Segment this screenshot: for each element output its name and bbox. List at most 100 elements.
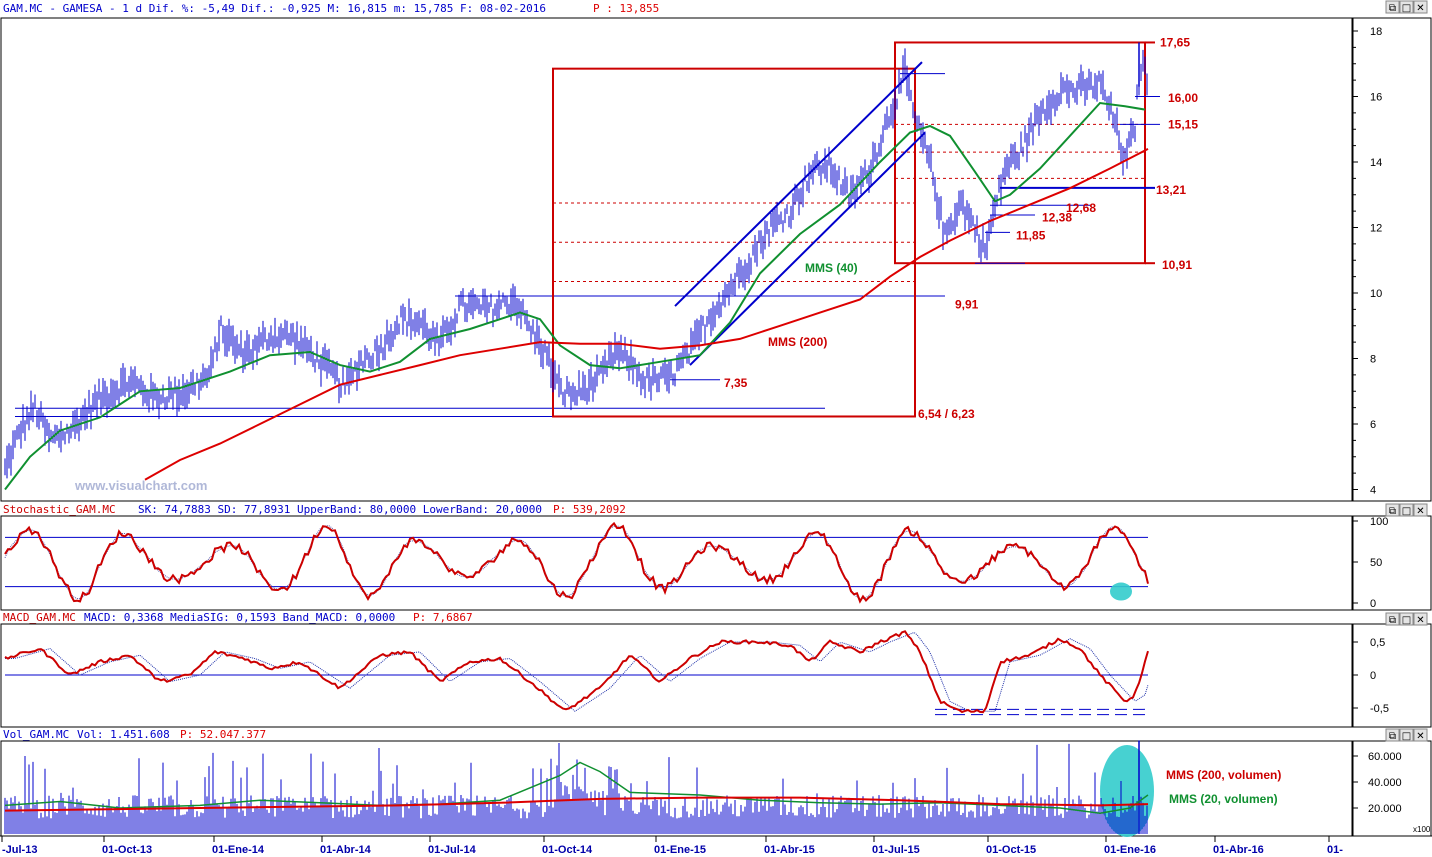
mms40-line	[4, 101, 1146, 491]
macd-line	[4, 630, 1149, 714]
macd-panel-values: MACD: 0,3368 MediaSIG: 0,1593 Band_MACD:…	[84, 611, 395, 624]
volume-panel-axis	[1352, 740, 1432, 837]
stoch-sk-line	[4, 521, 1149, 604]
x-tick-label: -Jul-13	[2, 844, 37, 856]
panel3-close-icon-box	[1413, 612, 1428, 626]
panel4-restore-icon-glyph: ⧉	[1389, 731, 1396, 742]
panel2-close-icon[interactable]: ✕	[1413, 503, 1428, 517]
channel-lower	[689, 131, 926, 366]
panel1-close-icon[interactable]: ✕	[1413, 0, 1428, 14]
panel4-restore-icon-box	[1385, 728, 1400, 742]
macd-panel-p: P: 7,6867	[413, 611, 473, 624]
panel1-restore-icon-glyph: ⧉	[1389, 3, 1396, 14]
panel4-restore-icon[interactable]: ⧉	[1385, 728, 1400, 742]
panel3-close-icon[interactable]: ✕	[1413, 612, 1428, 626]
price-panel-frame	[0, 17, 1353, 502]
panel2-close-icon-glyph: ✕	[1416, 506, 1424, 517]
panel2-maximize-icon[interactable]: □	[1399, 503, 1414, 517]
panel1-restore-icon-box	[1385, 0, 1400, 14]
mms200-label: MMS (200)	[768, 335, 827, 349]
stoch-panel-values: SK: 74,7883 SD: 77,8931 UpperBand: 80,00…	[138, 503, 542, 516]
level-label: 16,00	[1168, 91, 1198, 105]
vol-ytick-label: 20.000	[1368, 803, 1402, 815]
level-label: 7,35	[724, 376, 748, 390]
panel3-restore-icon-glyph: ⧉	[1389, 615, 1396, 626]
panel1-maximize-icon[interactable]: □	[1399, 0, 1414, 14]
x-tick-label: 01-Jul-14	[428, 844, 477, 856]
x-tick-label: 01-Ene-14	[212, 844, 265, 856]
level-label: 13,21	[1156, 183, 1186, 197]
vol-panel-name: Vol_GAM.MC	[3, 728, 69, 741]
panel4-maximize-icon[interactable]: □	[1399, 728, 1414, 742]
x-tick-label: 01-Abr-16	[1213, 844, 1264, 856]
panel1-close-icon-glyph: ✕	[1416, 3, 1424, 14]
panel4-close-icon-box	[1413, 728, 1428, 742]
price-ytick-label: 14	[1370, 157, 1382, 169]
x-tick-label: 01-Ene-15	[654, 844, 706, 856]
vol-unit-label: x100	[1413, 825, 1431, 834]
price-ytick-label: 16	[1370, 92, 1382, 104]
price-ytick-label: 18	[1370, 26, 1382, 38]
level-label: 11,85	[1016, 229, 1046, 243]
price-ytick-label: 8	[1370, 354, 1376, 366]
macd-ytick-label: -0,5	[1370, 703, 1389, 715]
panel4-close-icon[interactable]: ✕	[1413, 728, 1428, 742]
price-panel-title: GAM.MC - GAMESA - 1 d Dif. %: -5,49 Dif.…	[3, 2, 546, 15]
stoch-ytick-label: 0	[1370, 598, 1376, 610]
watermark: www.visualchart.com	[74, 478, 207, 493]
panel4-maximize-icon-glyph: □	[1402, 731, 1411, 742]
panel2-maximize-icon-box	[1399, 503, 1414, 517]
macd-ytick-label: 0,5	[1370, 637, 1385, 649]
level-label: 12,68	[1066, 201, 1096, 215]
level-label: 17,65	[1160, 35, 1190, 49]
panel3-restore-icon[interactable]: ⧉	[1385, 612, 1400, 626]
panel4-close-icon-glyph: ✕	[1416, 731, 1424, 742]
vol-panel-p: P: 52.047.377	[180, 728, 266, 741]
level-label: 6,54 / 6,23	[918, 407, 975, 421]
stoch-highlight	[1110, 582, 1132, 601]
panel2-restore-icon-box	[1385, 503, 1400, 517]
panel1-maximize-icon-glyph: □	[1402, 3, 1411, 14]
stoch-panel-frame	[0, 515, 1353, 611]
macd-signal-line	[5, 631, 1149, 712]
mms200-line	[144, 148, 1149, 481]
panel1-restore-icon[interactable]: ⧉	[1385, 0, 1400, 14]
price-panel-axis	[1352, 17, 1432, 502]
x-tick-label: 01-Oct-15	[986, 844, 1036, 856]
macd-panel-axis	[1352, 623, 1432, 728]
volume-bars	[4, 740, 1148, 834]
vol-ytick-label: 60.000	[1368, 751, 1402, 763]
panel1-maximize-icon-box	[1399, 0, 1414, 14]
level-label: 9,91	[955, 297, 979, 311]
panel2-restore-icon[interactable]: ⧉	[1385, 503, 1400, 517]
stoch-panel-p: P: 539,2092	[553, 503, 626, 516]
price-bars	[4, 42, 1148, 479]
panel3-maximize-icon-glyph: □	[1402, 615, 1411, 626]
stoch-ytick-label: 100	[1370, 516, 1388, 528]
stoch-panel-axis	[1352, 515, 1432, 611]
level-label: 12,38	[1042, 211, 1072, 225]
level-label: 10,91	[1162, 258, 1192, 272]
price-panel-price: P : 13,855	[593, 2, 659, 15]
mms40-label: MMS (40)	[805, 261, 858, 275]
panel2-close-icon-box	[1413, 503, 1428, 517]
x-tick-label: 01-Jul-15	[872, 844, 920, 856]
stoch-panel-name: Stochastic_GAM.MC	[3, 503, 116, 516]
panel2-restore-icon-glyph: ⧉	[1389, 506, 1396, 517]
channel-upper	[674, 61, 923, 307]
macd-ytick-label: 0	[1370, 670, 1376, 682]
x-tick-label: 01-Abr-15	[764, 844, 815, 856]
stoch-ytick-label: 50	[1370, 557, 1382, 569]
panel3-maximize-icon-box	[1399, 612, 1414, 626]
price-ytick-label: 10	[1370, 288, 1382, 300]
macd-panel-frame	[0, 623, 1353, 728]
vol-panel-values: Vol: 1.451.608	[77, 728, 170, 741]
panel2-maximize-icon-glyph: □	[1402, 506, 1411, 517]
vol-mms20-label: MMS (20, volumen)	[1169, 792, 1278, 806]
price-ytick-label: 6	[1370, 419, 1376, 431]
x-tick-label: 01-Oct-13	[102, 844, 152, 856]
x-tick-label: 01-Oct-14	[542, 844, 593, 856]
panel3-close-icon-glyph: ✕	[1416, 615, 1424, 626]
panel3-maximize-icon[interactable]: □	[1399, 612, 1414, 626]
